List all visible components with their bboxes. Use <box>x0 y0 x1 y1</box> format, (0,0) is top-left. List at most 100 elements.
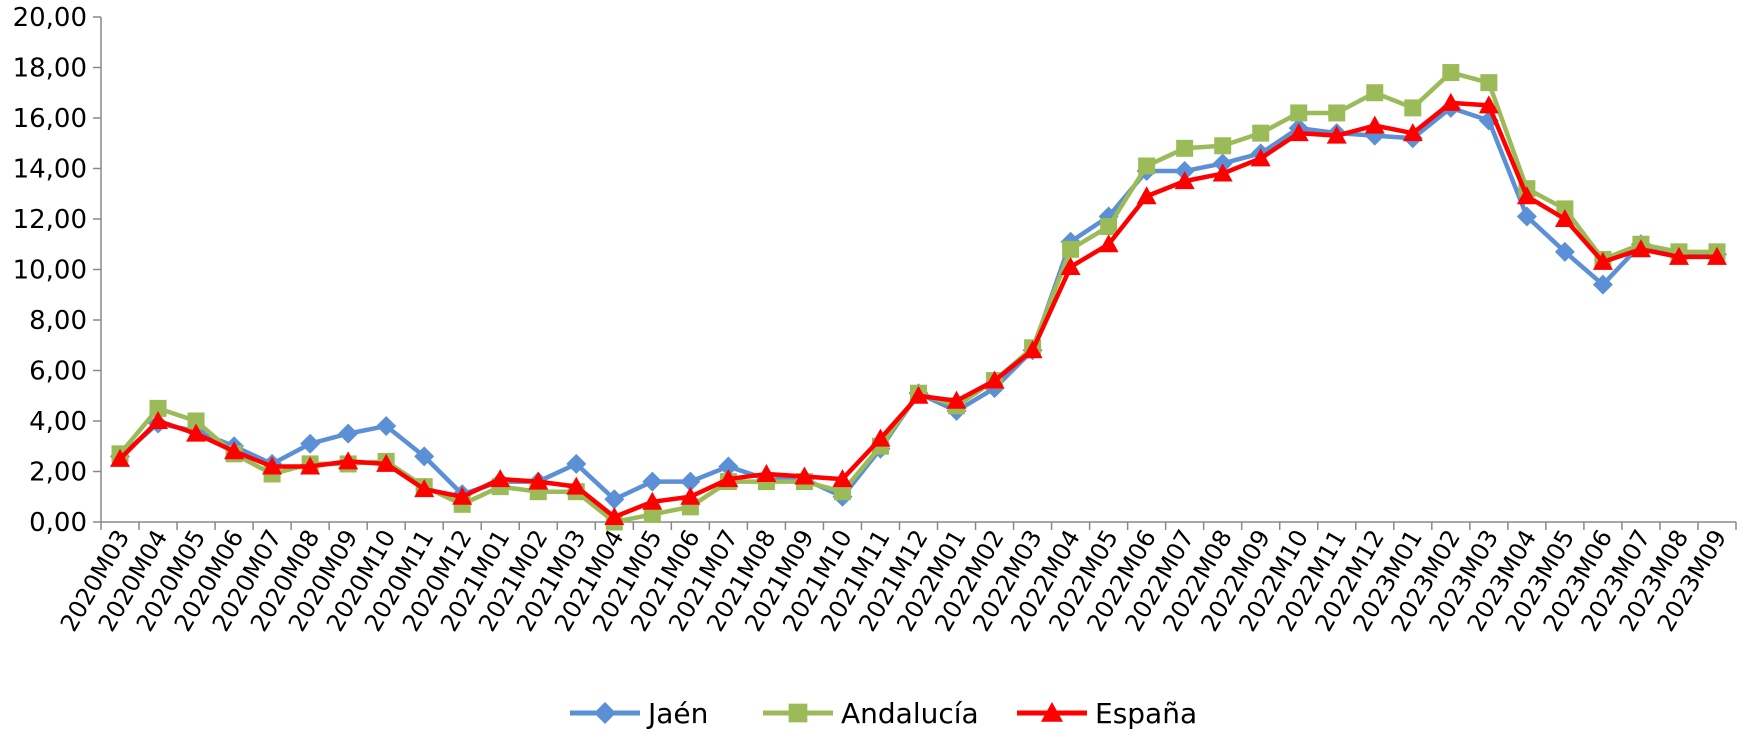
data-point <box>338 451 359 470</box>
legend-marker <box>1041 702 1063 722</box>
data-point <box>1214 137 1232 155</box>
data-point <box>1668 246 1689 265</box>
data-point <box>566 453 587 474</box>
y-tick-label: 4,00 <box>29 407 87 437</box>
data-point <box>1100 218 1118 236</box>
data-point <box>642 471 663 492</box>
data-point <box>300 433 321 454</box>
x-axis-ticks: 2020M032020M042020M052020M062020M072020M… <box>55 522 1737 636</box>
data-point <box>149 399 167 417</box>
data-point <box>1138 157 1156 175</box>
y-tick-label: 0,00 <box>29 508 87 538</box>
y-tick-label: 6,00 <box>29 357 87 387</box>
data-point <box>1706 246 1727 265</box>
data-point <box>1136 186 1157 205</box>
data-point <box>528 471 549 490</box>
data-point <box>1402 123 1423 142</box>
y-tick-label: 10,00 <box>13 256 87 286</box>
data-point <box>1062 240 1080 258</box>
data-point <box>1516 206 1537 227</box>
data-point <box>718 469 739 488</box>
data-point <box>1442 64 1460 82</box>
data-point <box>376 416 397 437</box>
data-point <box>1516 186 1537 205</box>
data-point <box>908 385 929 404</box>
data-point <box>414 479 435 498</box>
data-point <box>1556 200 1574 218</box>
data-point <box>1290 104 1308 122</box>
data-point <box>224 441 245 460</box>
series-line <box>118 105 1717 502</box>
data-point <box>1478 95 1499 114</box>
data-point <box>1630 239 1651 258</box>
data-point <box>110 448 131 467</box>
data-point <box>1288 123 1309 142</box>
legend-label: Andalucía <box>841 697 979 730</box>
series-line <box>118 70 1717 525</box>
data-point <box>1592 251 1613 270</box>
data-point <box>186 423 207 442</box>
data-point <box>1480 74 1498 92</box>
y-tick-label: 14,00 <box>13 155 87 185</box>
y-tick-label: 20,00 <box>13 3 87 33</box>
data-point <box>604 489 625 510</box>
legend-marker <box>788 703 808 723</box>
y-tick-label: 8,00 <box>29 306 87 336</box>
data-point <box>1554 209 1575 227</box>
data-point <box>1366 84 1384 102</box>
data-point <box>1174 161 1195 182</box>
data-point <box>1212 163 1233 182</box>
data-point <box>300 456 321 475</box>
data-point <box>1364 115 1385 134</box>
legend-label: Jaén <box>646 697 708 730</box>
data-point <box>1176 139 1194 157</box>
data-point <box>1174 171 1195 190</box>
data-point <box>1212 153 1233 174</box>
data-point <box>642 491 663 510</box>
data-point <box>1554 241 1575 262</box>
data-point <box>376 453 397 472</box>
data-point <box>1252 124 1270 142</box>
data-point <box>833 483 851 501</box>
data-point <box>1326 125 1347 144</box>
data-point <box>414 446 435 467</box>
data-point <box>680 471 701 492</box>
data-point <box>870 428 891 447</box>
legend-item: España <box>1017 697 1197 730</box>
data-point <box>756 464 777 483</box>
series-Jaén <box>110 97 1727 510</box>
data-point <box>490 469 511 488</box>
data-point <box>262 456 283 475</box>
legend-item: Andalucía <box>763 697 979 730</box>
legend-label: España <box>1095 697 1197 730</box>
legend: Jaén Andalucía España <box>570 697 1197 730</box>
data-point <box>1440 92 1461 111</box>
data-point <box>1098 234 1119 253</box>
series-lines <box>110 64 1727 531</box>
y-tick-label: 12,00 <box>13 205 87 235</box>
data-point <box>1592 274 1613 295</box>
data-point <box>832 469 853 488</box>
data-point <box>148 411 169 429</box>
data-point <box>1404 99 1422 117</box>
data-point <box>604 506 625 525</box>
data-point <box>680 486 701 505</box>
data-point <box>946 390 967 409</box>
series-line <box>118 100 1717 520</box>
data-point <box>718 456 739 477</box>
data-point <box>338 423 359 444</box>
data-point <box>643 505 661 523</box>
data-point <box>187 412 205 430</box>
data-point <box>452 486 473 505</box>
data-point <box>566 476 587 495</box>
y-tick-label: 2,00 <box>29 458 87 488</box>
y-axis-ticks: 0,00 2,00 4,00 6,00 8,00 10,00 12,00 14,00 16,00… <box>13 3 101 538</box>
data-point <box>794 466 815 485</box>
legend-item: Jaén <box>570 697 708 730</box>
legend-marker <box>594 702 616 724</box>
data-point <box>984 370 1005 389</box>
data-point <box>1022 340 1043 359</box>
data-point <box>1060 256 1081 275</box>
y-tick-label: 16,00 <box>13 104 87 134</box>
